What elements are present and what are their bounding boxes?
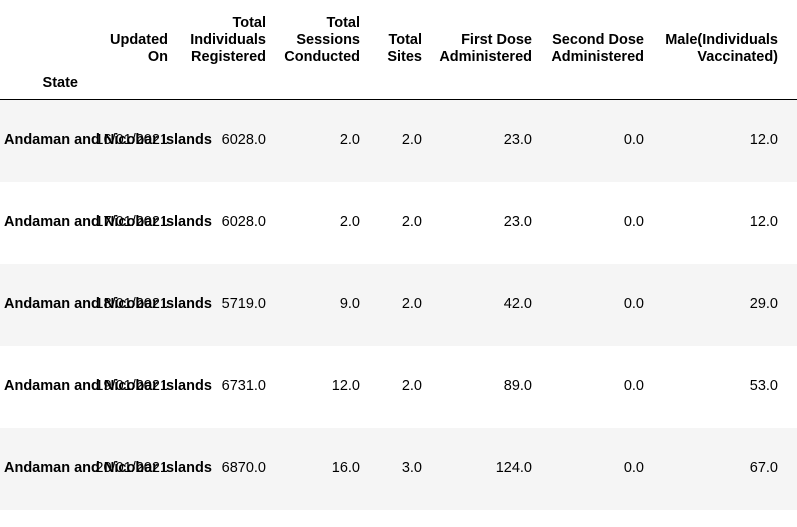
cell-male-individuals-vaccinated: 53.0 — [749, 378, 778, 394]
cell-total-sessions-conducted: 12.0 — [331, 378, 360, 394]
cell-total-individuals-registered: 6028.0 — [221, 132, 266, 149]
row-index-state: Andaman and Nicobar Islands — [4, 460, 212, 476]
cell-updated-on: 19/01/2021 — [95, 378, 168, 394]
cell-second-dose-administered: 0.0 — [623, 132, 644, 149]
cell-first-dose-administered: 42.0 — [503, 296, 532, 312]
column-header-truncated: F — [784, 0, 797, 70]
column-header-total-individuals-registered: Total Individuals Registered — [190, 15, 266, 65]
cell-total-sites: 2.0 — [401, 132, 422, 149]
cell-first-dose-administered: 89.0 — [503, 378, 532, 394]
cell-updated-on: 20/01/2021 — [95, 460, 168, 476]
table-row: Andaman and Nicobar Islands 18/01/2021 5… — [0, 263, 797, 346]
table-row: Andaman and Nicobar Islands 16/01/2021 6… — [0, 99, 797, 182]
cell-truncated — [784, 428, 797, 510]
cell-first-dose-administered: 124.0 — [495, 460, 532, 476]
cell-second-dose-administered: 0.0 — [623, 460, 644, 476]
cell-truncated — [784, 346, 797, 428]
table-header: Updated On Total Individuals Registered … — [0, 0, 797, 100]
cell-second-dose-administered: 0.0 — [623, 296, 644, 312]
cell-updated-on: 16/01/2021 — [95, 132, 168, 149]
cell-first-dose-administered: 23.0 — [503, 132, 532, 149]
cell-total-individuals-registered: 6731.0 — [221, 378, 266, 394]
index-header-row: State — [0, 70, 797, 100]
column-header-first-dose-administered: First Dose Administered — [439, 32, 532, 65]
cell-truncated — [784, 100, 797, 182]
cell-total-individuals-registered: 6870.0 — [221, 460, 266, 476]
cell-total-individuals-registered: 6028.0 — [221, 214, 266, 230]
column-header-total-sites: Total Sites — [387, 32, 422, 65]
cell-total-sessions-conducted: 16.0 — [331, 460, 360, 476]
table-row: Andaman and Nicobar Islands 20/01/2021 6… — [0, 427, 797, 510]
cell-updated-on: 18/01/2021 — [95, 296, 168, 312]
cell-total-sessions-conducted: 9.0 — [339, 296, 360, 312]
cell-second-dose-administered: 0.0 — [623, 214, 644, 230]
cell-first-dose-administered: 23.0 — [503, 214, 532, 230]
column-header-updated-on: Updated On — [110, 32, 168, 65]
table-row: Andaman and Nicobar Islands 19/01/2021 6… — [0, 345, 797, 428]
cell-total-sites: 3.0 — [401, 460, 422, 476]
cell-truncated — [784, 182, 797, 264]
dataframe-table: Updated On Total Individuals Registered … — [0, 0, 797, 510]
cell-male-individuals-vaccinated: 12.0 — [749, 132, 778, 149]
cell-total-individuals-registered: 5719.0 — [221, 296, 266, 312]
row-index-state: Andaman and Nicobar Islands — [4, 378, 212, 394]
column-header-row: Updated On Total Individuals Registered … — [0, 0, 797, 70]
cell-total-sessions-conducted: 2.0 — [339, 214, 360, 230]
cell-second-dose-administered: 0.0 — [623, 378, 644, 394]
cell-total-sites: 2.0 — [401, 214, 422, 230]
column-header-total-sessions-conducted: Total Sessions Conducted — [284, 15, 360, 65]
row-index-state: Andaman and Nicobar Islands — [4, 214, 212, 230]
column-header-blank — [0, 0, 84, 70]
column-header-male-individuals-vaccinated: Male(Individuals Vaccinated) — [665, 32, 778, 65]
cell-total-sessions-conducted: 2.0 — [339, 132, 360, 149]
index-header-state: State — [0, 70, 84, 100]
row-index-state: Andaman and Nicobar Islands — [4, 296, 212, 312]
row-index-state: Andaman and Nicobar Islands — [4, 132, 212, 149]
cell-truncated — [784, 264, 797, 346]
table-row: Andaman and Nicobar Islands 17/01/2021 6… — [0, 181, 797, 264]
column-header-second-dose-administered: Second Dose Administered — [551, 32, 644, 65]
cell-male-individuals-vaccinated: 29.0 — [749, 296, 778, 312]
cell-male-individuals-vaccinated: 12.0 — [749, 214, 778, 230]
table-body: Andaman and Nicobar Islands 16/01/2021 6… — [0, 99, 797, 510]
cell-updated-on: 17/01/2021 — [95, 214, 168, 230]
cell-total-sites: 2.0 — [401, 296, 422, 312]
cell-male-individuals-vaccinated: 67.0 — [749, 460, 778, 476]
cell-total-sites: 2.0 — [401, 378, 422, 394]
